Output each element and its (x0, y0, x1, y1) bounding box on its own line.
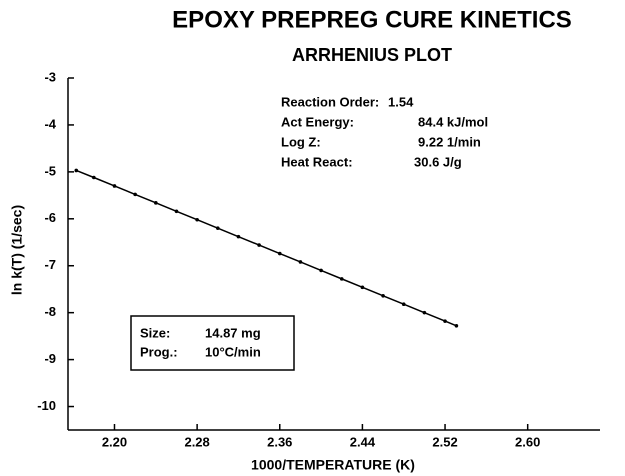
sample-label: Prog.: (140, 344, 178, 359)
sample-value: 14.87 mg (205, 325, 261, 340)
data-point (257, 243, 261, 247)
result-value: 30.6 J/g (414, 154, 462, 169)
data-point (215, 226, 220, 230)
data-point (174, 209, 179, 214)
data-point (319, 268, 323, 273)
chart-subtitle: ARRHENIUS PLOT (292, 45, 452, 65)
result-value: 84.4 kJ/mol (418, 114, 488, 129)
result-value: 1.54 (388, 94, 414, 109)
data-point (401, 302, 406, 307)
data-point (422, 310, 427, 315)
x-tick-label: 2.36 (267, 434, 292, 449)
data-point (195, 217, 199, 222)
data-point (339, 277, 344, 281)
chart-title: EPOXY PREPREG CURE KINETICS (172, 6, 572, 33)
x-tick-label: 2.52 (432, 434, 457, 449)
y-tick-label: -3 (44, 69, 56, 84)
data-point (92, 175, 96, 180)
fit-line (75, 169, 457, 327)
data-point (360, 285, 365, 290)
result-label: Reaction Order: (281, 94, 379, 109)
result-value: 9.22 1/min (418, 134, 481, 149)
x-axis-label: 1000/TEMPERATURE (K) (251, 457, 415, 473)
x-tick-label: 2.28 (184, 434, 209, 449)
data-point (443, 319, 447, 323)
sample-label: Size: (140, 325, 170, 340)
result-label: Heat React: (281, 154, 353, 169)
sample-box (130, 315, 295, 371)
data-point (74, 168, 79, 173)
x-tick-label: 2.60 (515, 434, 540, 449)
x-tick-label: 2.44 (350, 434, 376, 449)
y-tick-label: -9 (44, 351, 56, 366)
data-point (133, 192, 137, 197)
x-tick-label: 2.20 (102, 434, 127, 449)
y-axis-label: ln k(T) (1/sec) (9, 205, 25, 295)
y-tick-label: -4 (44, 116, 56, 131)
y-tick-label: -6 (44, 210, 56, 225)
data-point (112, 184, 117, 188)
y-tick-label: -10 (37, 398, 56, 413)
sample-value: 10°C/min (205, 344, 261, 359)
y-tick-label: -7 (44, 257, 56, 272)
data-point (381, 293, 385, 298)
data-point (236, 234, 241, 239)
data-point (154, 201, 158, 205)
y-tick-label: -5 (44, 163, 56, 178)
result-label: Act Energy: (281, 114, 354, 129)
result-label: Log Z: (281, 134, 321, 149)
y-tick-label: -8 (44, 304, 56, 319)
data-point (277, 251, 282, 256)
data-point (298, 260, 303, 264)
data-point (454, 324, 459, 328)
